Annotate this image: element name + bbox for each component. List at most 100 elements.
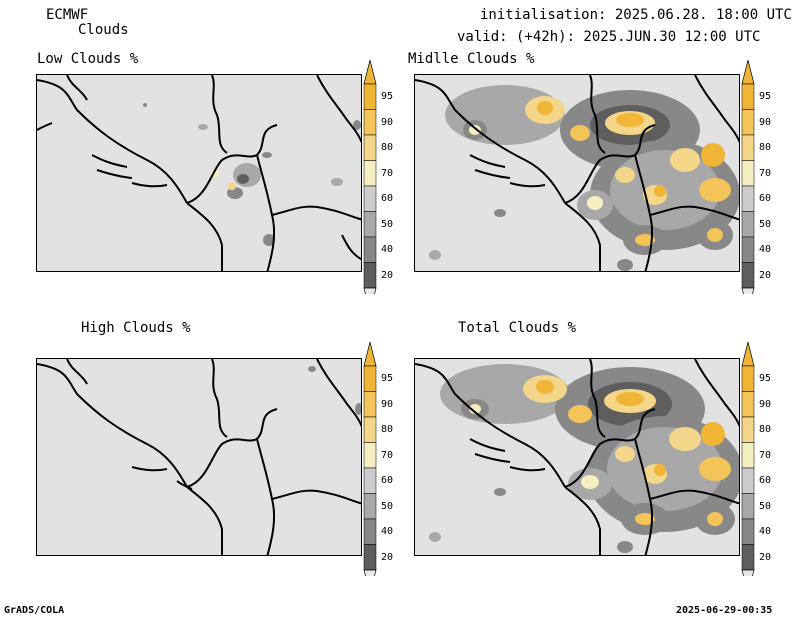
colorbar-label: 50 [381,218,394,230]
map-total-clouds [414,358,740,556]
colorbar-segment [741,211,755,238]
colorbar-label: 95 [381,91,394,102]
colorbar-segment [741,467,755,494]
colorbar-middle: 95 90 80 70 60 50 40 20 [740,58,784,294]
footer-timestamp: 2025-06-29-00:35 [676,605,773,616]
colorbar-label: 50 [759,500,772,512]
colorbar-bottom-arrow [741,287,755,294]
colorbar-label: 60 [759,475,772,486]
colorbar-segment [363,365,377,392]
colorbar-top-arrow [363,341,377,367]
colorbar-segment [741,391,755,418]
colorbar-segment [363,236,377,263]
colorbar-segment [363,467,377,494]
colorbar-label: 90 [759,398,772,410]
middle-coast [469,154,546,188]
low-coast [37,122,168,188]
colorbar-label: 40 [759,526,772,537]
colorbar-segment [363,442,377,469]
colorbar-label: 70 [759,167,772,179]
colorbar-label: 70 [381,449,394,461]
panel-title-total: Total Clouds % [458,320,577,336]
colorbar-label: 60 [381,475,394,486]
map-middle-svg [415,75,739,271]
map-low-svg [37,75,361,271]
colorbar-top-arrow [741,341,755,367]
colorbar-label: 60 [381,193,394,204]
low-borders [37,75,361,271]
colorbar-svg [741,59,755,294]
panel-title-middle: Midlle Clouds % [408,51,535,67]
colorbar-segment [363,134,377,161]
colorbar-segment [741,493,755,520]
colorbar-label: 40 [381,526,394,537]
colorbar-segment [741,109,755,136]
colorbar-top-arrow [741,59,755,85]
colorbar-segment [741,544,755,571]
colorbar-segment [363,518,377,545]
colorbar-label: 90 [381,398,394,410]
total-coast [469,438,546,472]
colorbar-segment [741,185,755,212]
total-borders [415,359,739,555]
panel-title-high: High Clouds % [81,320,191,336]
colorbar-label: 40 [759,244,772,255]
colorbar-top-arrow [363,59,377,85]
colorbar-label: 95 [381,373,394,384]
map-low-clouds [36,74,362,272]
low-cloud-patches [143,103,361,246]
colorbar-label: 80 [759,142,772,153]
initialisation-time: initialisation: 2025.06.28. 18:00 UTC [480,7,792,23]
colorbar-label: 20 [759,551,772,563]
high-coast [131,466,193,490]
map-high-clouds [36,358,362,556]
model-name: ECMWF [46,7,89,23]
map-high-svg [37,359,361,555]
colorbar-svg [363,341,377,576]
colorbar-segment [363,493,377,520]
colorbar-segment [363,416,377,443]
colorbar-label: 70 [381,167,394,179]
high-borders [37,359,361,555]
colorbar-label: 70 [759,449,772,461]
colorbar-segment [363,83,377,110]
colorbar-label: 90 [381,116,394,128]
colorbar-svg [741,341,755,576]
map-total-svg [415,359,739,555]
colorbar-label: 80 [759,424,772,435]
valid-time: valid: (+42h): 2025.JUN.30 12:00 UTC [457,29,761,45]
colorbar-label: 20 [759,269,772,281]
colorbar-segment [741,416,755,443]
colorbar-bottom-arrow [363,569,377,576]
colorbar-total: 95 90 80 70 60 50 40 20 [740,340,784,576]
colorbar-segment [363,109,377,136]
middle-borders [415,75,739,271]
colorbar-segment [363,185,377,212]
colorbar-segment [741,365,755,392]
colorbar-svg [363,59,377,294]
colorbar-high: 95 90 80 70 60 50 40 20 [362,340,406,576]
colorbar-label: 80 [381,424,394,435]
colorbar-label: 20 [381,269,394,281]
colorbar-segment [741,236,755,263]
colorbar-segment [363,211,377,238]
colorbar-bottom-arrow [741,569,755,576]
colorbar-label: 50 [759,218,772,230]
colorbar-label: 80 [381,142,394,153]
colorbar-segment [741,518,755,545]
colorbar-segment [741,442,755,469]
middle-cloud-patches [429,85,739,271]
colorbar-label: 90 [759,116,772,128]
colorbar-label: 40 [381,244,394,255]
footer-credit: GrADS/COLA [4,605,65,616]
product-name: Clouds [78,22,129,38]
colorbar-segment [741,160,755,187]
colorbar-segment [363,262,377,289]
panel-title-low: Low Clouds % [37,51,139,67]
colorbar-segment [363,160,377,187]
colorbar-label: 95 [759,373,772,384]
colorbar-label: 50 [381,500,394,512]
high-cloud-patches [308,366,361,415]
colorbar-bottom-arrow [363,287,377,294]
colorbar-segment [741,262,755,289]
